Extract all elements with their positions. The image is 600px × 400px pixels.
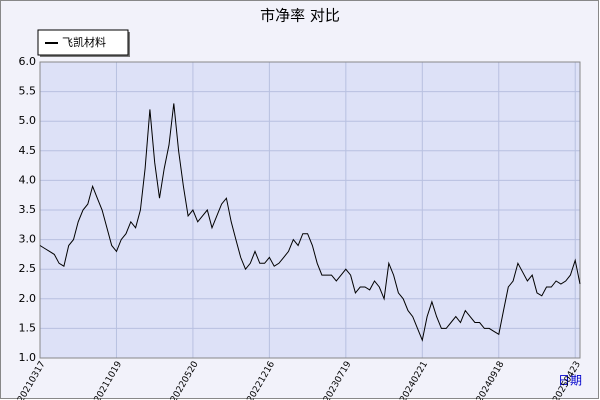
y-tick-label: 6.0 [19, 55, 37, 68]
chart-title: 市净率 对比 [260, 7, 340, 25]
y-tick-label: 5.5 [19, 85, 37, 98]
legend [37, 29, 129, 56]
y-tick-label: 2.0 [19, 292, 37, 305]
plot-border [39, 61, 581, 359]
y-tick-label: 5.0 [19, 114, 37, 127]
y-tick-label: 3.0 [19, 233, 37, 246]
y-tick-label: 1.5 [19, 321, 37, 334]
y-tick-label: 4.5 [19, 144, 37, 157]
y-tick-label: 2.5 [19, 262, 37, 275]
x-axis-label: 日期 [558, 374, 582, 388]
line [39, 103, 581, 342]
y-tick-label: 3.5 [19, 203, 37, 216]
legend-label: 飞凯材料 [62, 35, 106, 49]
y-tick-label: 4.0 [19, 173, 37, 186]
y-tick-label: 1.0 [19, 351, 37, 364]
